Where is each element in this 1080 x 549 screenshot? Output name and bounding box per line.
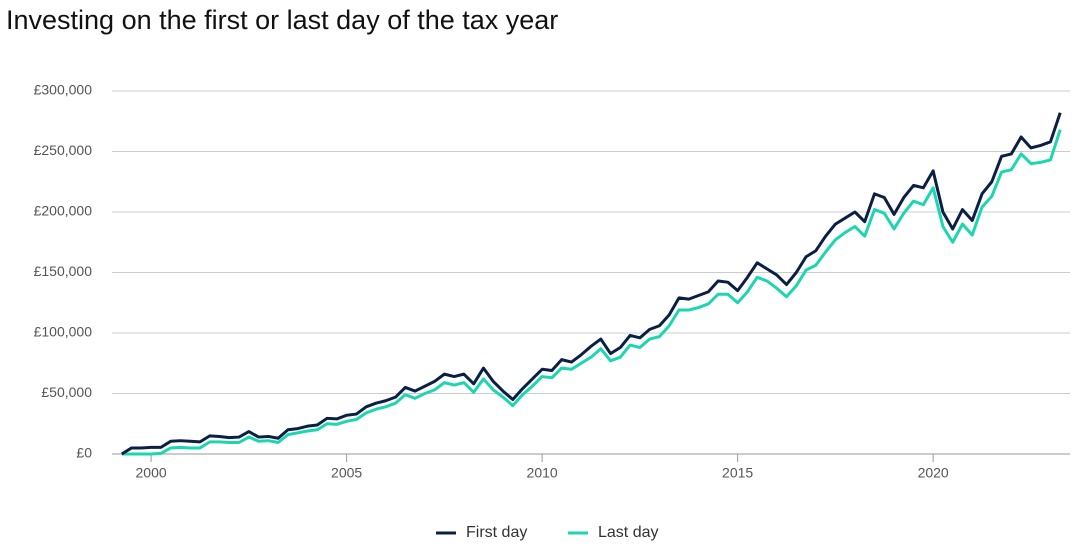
legend-label: First day bbox=[466, 524, 527, 541]
y-tick-label: £50,000 bbox=[41, 384, 92, 400]
y-tick-label: £100,000 bbox=[34, 324, 93, 340]
chart-title: Investing on the first or last day of th… bbox=[6, 5, 558, 35]
x-tick-label: 2015 bbox=[722, 465, 753, 481]
line-series bbox=[120, 112, 1062, 456]
x-tick-label: 2005 bbox=[331, 465, 362, 481]
y-tick-label: £150,000 bbox=[34, 263, 93, 279]
y-tick-label: £200,000 bbox=[34, 203, 93, 219]
line-series bbox=[121, 129, 1062, 456]
y-tick-label: £300,000 bbox=[34, 82, 93, 98]
y-tick-label: £0 bbox=[76, 445, 92, 461]
legend-label: Last day bbox=[598, 524, 658, 541]
x-tick-label: 2020 bbox=[918, 465, 949, 481]
y-tick-label: £250,000 bbox=[34, 142, 93, 158]
x-tick-label: 2000 bbox=[136, 465, 167, 481]
x-tick-label: 2010 bbox=[527, 465, 558, 481]
